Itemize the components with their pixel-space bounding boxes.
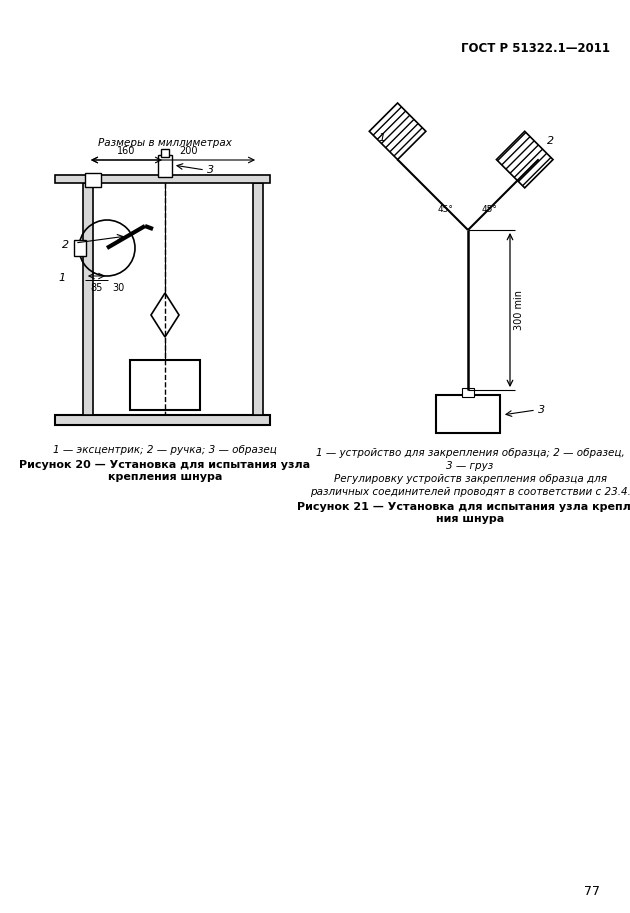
Bar xyxy=(496,131,553,188)
Bar xyxy=(55,175,270,183)
Text: ГОСТ Р 51322.1—2011: ГОСТ Р 51322.1—2011 xyxy=(461,42,610,55)
Text: 3 — груз: 3 — груз xyxy=(447,461,494,471)
Text: 3: 3 xyxy=(207,165,214,175)
Text: 1: 1 xyxy=(58,273,65,283)
Text: 3: 3 xyxy=(538,405,545,415)
Bar xyxy=(369,103,426,160)
Bar xyxy=(462,388,474,397)
Text: 1 — эксцентрик; 2 — ручка; 3 — образец: 1 — эксцентрик; 2 — ручка; 3 — образец xyxy=(53,445,277,455)
Text: 300 min: 300 min xyxy=(514,290,524,330)
Bar xyxy=(85,173,101,187)
Text: 85: 85 xyxy=(90,283,102,293)
Text: Регулировку устройств закрепления образца для: Регулировку устройств закрепления образц… xyxy=(333,474,607,484)
Text: 1 — устройство для закрепления образца; 2 — образец,: 1 — устройство для закрепления образца; … xyxy=(316,448,624,458)
Text: 30: 30 xyxy=(112,283,124,293)
Text: Рисунок 20 — Установка для испытания узла
крепления шнура: Рисунок 20 — Установка для испытания узл… xyxy=(20,460,311,481)
Text: 45°: 45° xyxy=(438,205,454,215)
Text: Рисунок 21 — Установка для испытания узла крепле-
ния шнура: Рисунок 21 — Установка для испытания узл… xyxy=(297,502,630,523)
Bar xyxy=(130,360,200,410)
Text: 200: 200 xyxy=(179,146,197,156)
Bar xyxy=(83,183,93,415)
Text: 1: 1 xyxy=(379,133,386,143)
Text: 160: 160 xyxy=(117,146,135,156)
Text: 45°: 45° xyxy=(482,205,498,215)
Bar xyxy=(74,240,86,256)
Bar xyxy=(55,415,270,425)
Text: 2: 2 xyxy=(547,136,554,146)
Bar xyxy=(436,395,500,433)
Text: Размеры в миллиметрах: Размеры в миллиметрах xyxy=(98,138,232,148)
Text: 2: 2 xyxy=(62,240,69,250)
Bar xyxy=(161,149,169,157)
Bar xyxy=(253,183,263,415)
Text: различных соединителей проводят в соответствии с 23.4.: различных соединителей проводят в соотве… xyxy=(309,487,630,497)
Text: 77: 77 xyxy=(584,885,600,898)
Bar xyxy=(158,155,172,177)
